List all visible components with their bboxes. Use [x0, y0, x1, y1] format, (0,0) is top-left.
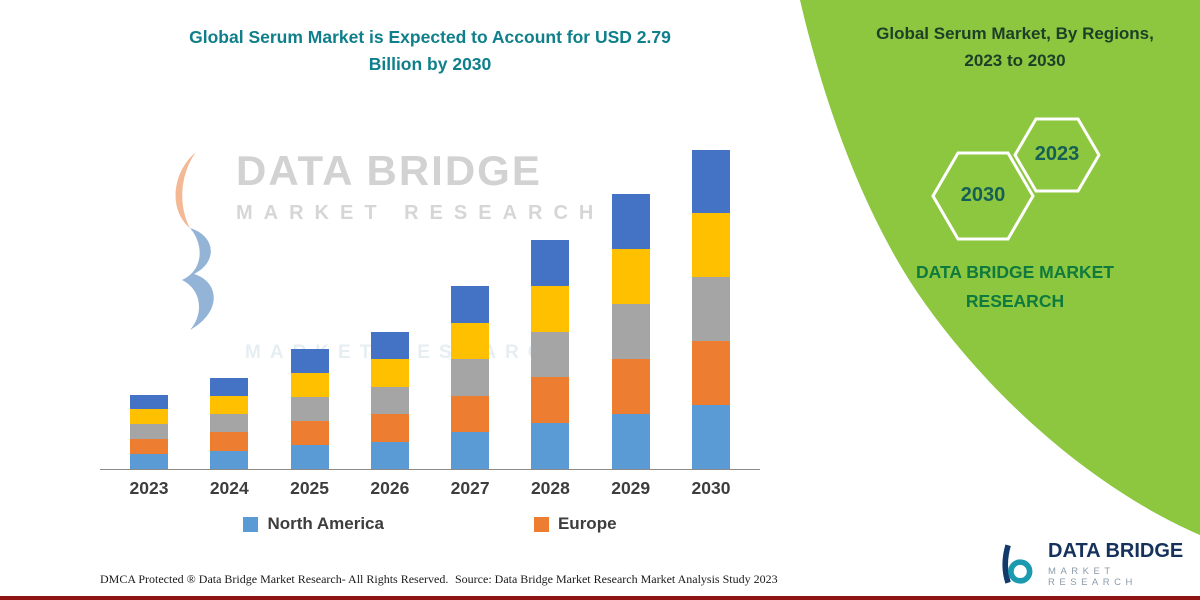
bar-segment-unlabeled-yellow-region [370, 359, 409, 387]
bar-segment-unlabeled-blue-region [130, 394, 168, 410]
x-axis-labels: 2023 2024 2025 2026 2027 2028 2029 2030 [100, 478, 760, 499]
panel-title: Global Serum Market, By Regions, 2023 to… [850, 20, 1180, 74]
bar-segment-europe [531, 377, 570, 424]
panel-title-line1: Global Serum Market, By Regions, [876, 24, 1154, 43]
bar-segment-europe [370, 414, 409, 442]
legend-label-europe: Europe [557, 514, 617, 533]
bar-segment-unlabeled-blue-region [370, 331, 409, 359]
bar-slot-2025 [275, 349, 345, 469]
bar-segment-unlabeled-blue-region [531, 240, 570, 286]
x-axis-label-2025: 2025 [290, 478, 330, 498]
stacked-bar-2029 [611, 194, 650, 469]
dmca-notice: DMCA Protected ® Data Bridge Market Rese… [100, 572, 449, 586]
bar-segment-north-america [210, 450, 249, 469]
bar-segment-north-america [290, 445, 329, 469]
x-axis-label-2027: 2027 [450, 478, 490, 498]
brand-logo-icon [1002, 544, 1033, 584]
x-axis-label-2026: 2026 [370, 478, 410, 498]
bar-segment-europe [611, 359, 650, 414]
bar-slot-2027 [435, 286, 505, 469]
stacked-bar-2027 [451, 286, 490, 469]
bar-segment-unlabeled-yellow-region [531, 285, 570, 332]
bar-segment-unlabeled-yellow-region [290, 373, 329, 397]
bar-segment-unlabeled-blue-region [611, 194, 650, 249]
brand-logo: DATA BRIDGE MARKET RESEARCH [995, 540, 1200, 588]
bar-segment-unlabeled-blue-region [210, 377, 249, 396]
bar-segment-europe [130, 439, 168, 455]
plot-area [100, 138, 760, 470]
bar-slot-2023 [114, 394, 184, 469]
bar-segment-unlabeled-blue-region [691, 149, 730, 213]
legend-label-north-america: North America [267, 514, 384, 533]
legend-item-europe: Europe [533, 514, 617, 534]
x-axis-label-2029: 2029 [611, 478, 651, 498]
bar-segment-unlabeled-blue-region [290, 349, 329, 373]
x-axis-label-2030: 2030 [691, 478, 731, 498]
source-note: Source: Data Bridge Market Research Mark… [455, 572, 778, 586]
bar-segment-europe [691, 340, 730, 405]
bar-slot-2029 [596, 194, 666, 469]
bar-segment-north-america [370, 441, 409, 469]
panel-brand-line1: DATA BRIDGE MARKET [916, 262, 1114, 282]
bar-segment-unlabeled-gray-region [290, 397, 329, 421]
bar-segment-unlabeled-blue-region [451, 286, 490, 323]
hexagon-2023-label: 2023 [1034, 143, 1080, 165]
legend-item-north-america: North America [243, 514, 384, 534]
bar-segment-unlabeled-gray-region [210, 414, 249, 433]
bar-segment-unlabeled-yellow-region [130, 409, 168, 425]
brand-logo-name: DATA BRIDGE [1048, 540, 1184, 562]
bar-segment-unlabeled-yellow-region [611, 249, 650, 304]
bar-segment-north-america [130, 454, 168, 469]
stacked-bar-2030 [691, 149, 730, 469]
chart-title-line2: Billion by 2030 [368, 54, 492, 75]
bar-slot-2024 [194, 377, 264, 469]
x-axis-label-2028: 2028 [530, 478, 570, 498]
bar-segment-unlabeled-yellow-region [451, 322, 490, 360]
brand-logo-text: DATA BRIDGE MARKET RESEARCH [1048, 540, 1200, 588]
panel-brand-text: DATA BRIDGE MARKET RESEARCH [880, 258, 1150, 316]
bar-slot-2028 [515, 240, 585, 469]
bar-segment-north-america [611, 414, 650, 469]
brand-logo-sub: MARKET RESEARCH [1048, 566, 1137, 588]
legend-swatch-europe [533, 516, 549, 532]
chart-title: Global Serum Market is Expected to Accou… [110, 24, 750, 78]
bar-segment-europe [451, 395, 490, 433]
bar-slot-2030 [676, 149, 746, 469]
x-axis-label-2023: 2023 [129, 478, 169, 498]
stacked-bar-2023 [130, 394, 168, 469]
hexagon-2030-label: 2030 [960, 184, 1006, 206]
bottom-red-rule [0, 596, 1200, 600]
bar-segment-unlabeled-gray-region [130, 424, 168, 440]
stacked-bar-2026 [370, 331, 409, 469]
bar-segment-north-america [451, 432, 490, 469]
bar-segment-europe [290, 421, 329, 445]
bar-segment-unlabeled-gray-region [691, 276, 730, 341]
panel-brand-line2: RESEARCH [965, 290, 1065, 311]
chart-title-line1: Global Serum Market is Expected to Accou… [189, 27, 671, 47]
bar-segment-unlabeled-yellow-region [691, 212, 730, 277]
panel-title-line2: 2023 to 2030 [964, 51, 1066, 71]
bar-slot-2026 [355, 331, 425, 469]
stacked-bar-2024 [210, 377, 249, 469]
bar-segment-unlabeled-gray-region [611, 304, 650, 359]
bar-segment-unlabeled-yellow-region [210, 395, 249, 415]
chart-legend: North America Europe [100, 514, 760, 534]
stacked-bar-2025 [290, 349, 329, 469]
bar-segment-unlabeled-gray-region [531, 331, 570, 378]
bar-segment-north-america [691, 404, 730, 469]
bar-segment-europe [210, 432, 249, 451]
bar-segment-unlabeled-gray-region [451, 359, 490, 396]
legend-swatch-north-america [243, 516, 259, 532]
stacked-bar-2028 [531, 240, 570, 469]
bar-segment-north-america [531, 423, 570, 469]
x-axis-label-2024: 2024 [209, 478, 249, 498]
bar-segment-unlabeled-gray-region [370, 386, 409, 414]
